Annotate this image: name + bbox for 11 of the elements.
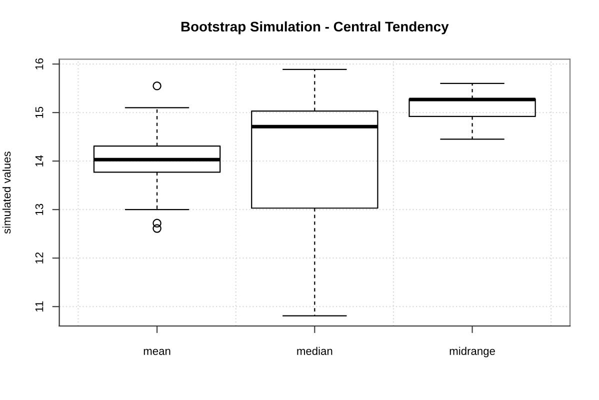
y-tick-label: 15: [35, 106, 44, 118]
chart-title: Bootstrap Simulation - Central Tendency: [181, 21, 449, 34]
y-tick-label: 14: [35, 155, 44, 166]
y-tick-label: 12: [35, 252, 44, 264]
y-tick-label: 11: [35, 301, 44, 312]
y-tick-label: 13: [35, 204, 44, 215]
x-tick-label: midrange: [450, 346, 495, 358]
y-tick-label: 16: [35, 58, 44, 70]
x-tick-label: median: [297, 346, 332, 355]
x-tick-label: mean: [144, 348, 170, 355]
y-axis-title: simulated values: [2, 152, 11, 234]
